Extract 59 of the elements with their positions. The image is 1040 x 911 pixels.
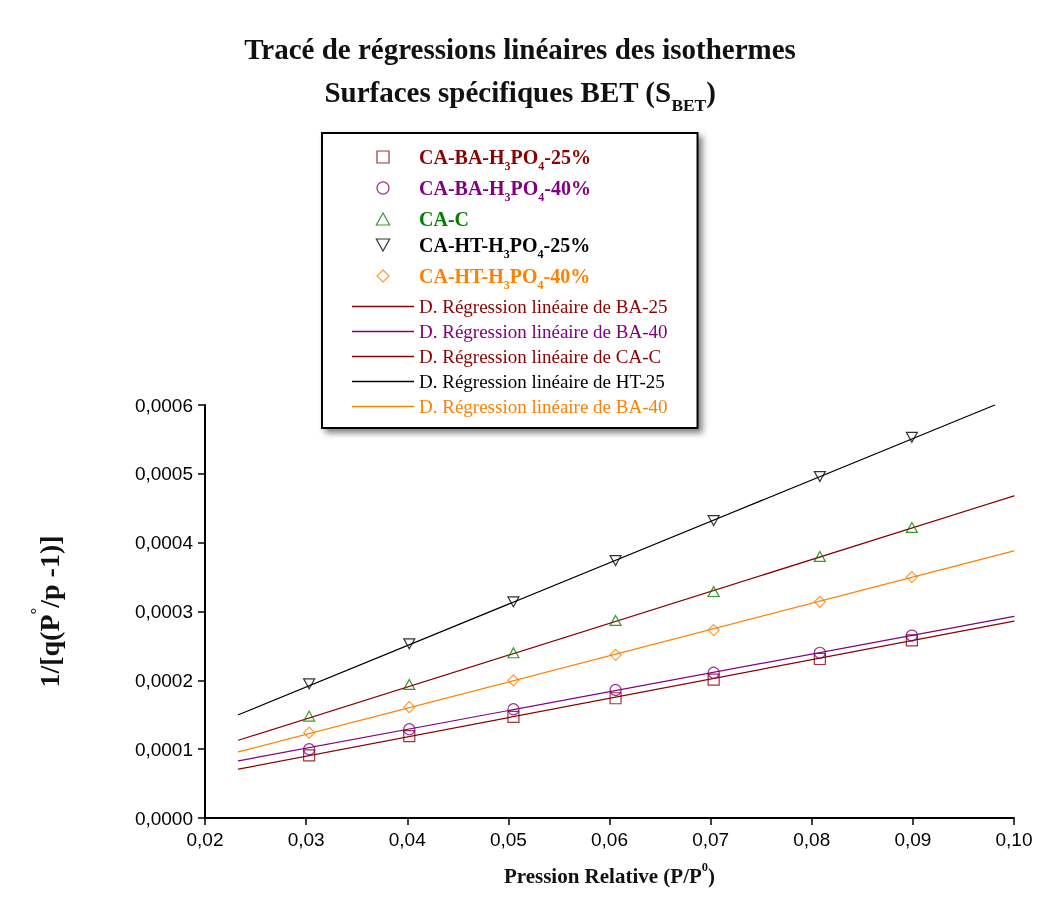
point [905,431,918,443]
point [303,749,316,762]
x-tick-label: 0,05 [489,829,527,850]
point [905,521,918,534]
point [403,701,416,714]
x-tick-label: 0,10 [995,829,1033,850]
point [609,614,622,626]
point [507,674,520,687]
legend-label: D. Régression linéaire de HT-25 [419,371,665,392]
point [609,683,622,697]
y-tick-label: 0,0001 [134,738,193,760]
x-tick-label: 0,04 [388,829,427,850]
x-tick-label: 0,02 [186,829,224,850]
legend-label: D. Régression linéaire de BA-40 [419,321,668,342]
y-tick-label: 0,0005 [134,463,193,485]
point [303,710,316,722]
point [905,570,918,584]
point [507,647,520,659]
point [813,652,826,666]
point [403,638,416,650]
point [609,555,622,567]
point [813,550,826,562]
y-axis-title: 1/[q(P°/p -1)] [27,535,65,688]
legend-label: D. Régression linéaire de BA-25 [419,296,668,317]
x-tick-label: 0,03 [287,829,325,850]
legend-label: D. Régression linéaire de BA-40 [419,396,668,417]
point [303,678,316,690]
point [707,666,720,679]
point [403,723,416,736]
x-tick-label: 0,07 [692,829,730,850]
chart-title: Tracé de régressions linéaires des isothermes [244,32,796,65]
y-tick-label: 0,0000 [134,807,193,829]
point [403,678,416,691]
point [609,692,622,705]
point [303,743,316,756]
point [905,629,918,642]
point [813,471,826,483]
y-tick-label: 0,0006 [134,394,193,416]
point [707,673,720,686]
point [707,623,720,637]
point [813,595,826,608]
x-tick-label: 0,06 [591,829,628,850]
point [507,703,520,716]
y-tick-label: 0,0003 [134,601,193,622]
x-tick-label: 0,09 [894,829,932,850]
point [303,726,316,739]
legend-label: D. Régression linéaire de CA-C [419,346,662,367]
point [609,648,622,661]
y-tick-label: 0,0004 [134,532,194,554]
y-tick-label: 0,0002 [134,669,193,691]
x-tick-label: 0,08 [793,829,831,850]
point [507,596,520,608]
point [707,515,720,527]
point [403,729,416,743]
legend-label: CA-C [419,208,469,230]
point [707,585,720,598]
point [813,646,826,659]
point [905,634,918,647]
point [507,710,520,723]
